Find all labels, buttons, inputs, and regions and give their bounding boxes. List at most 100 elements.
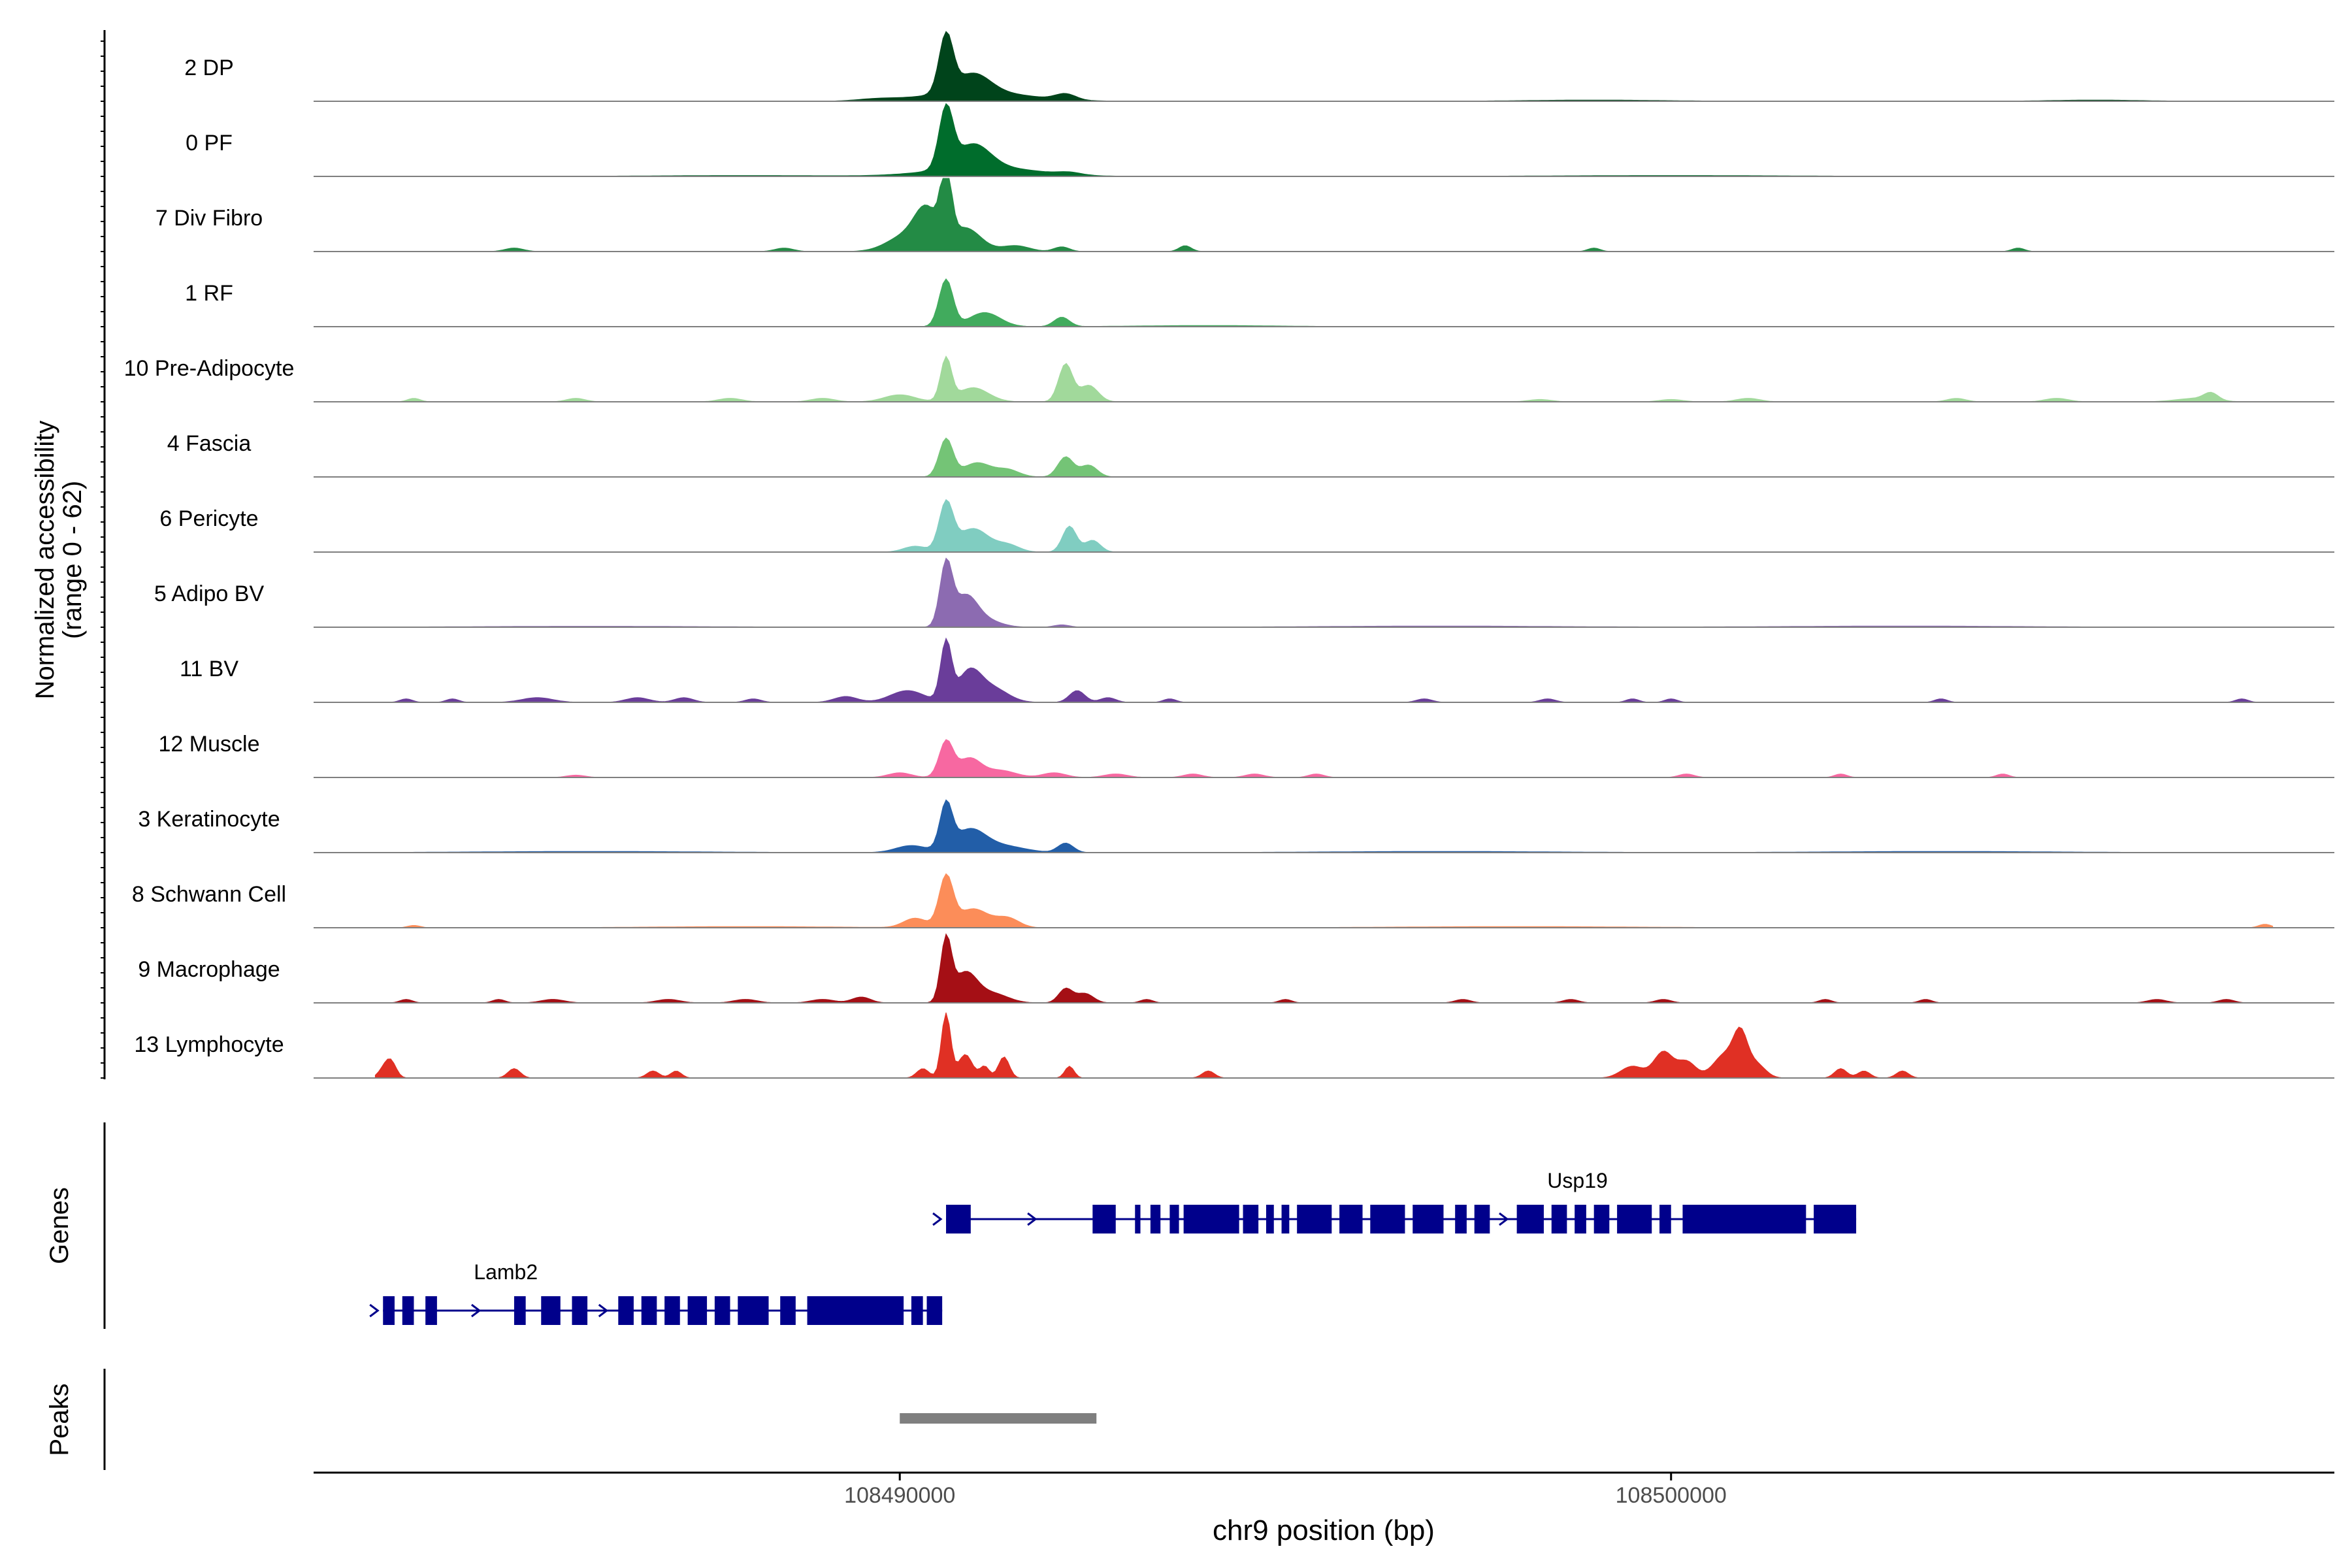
track-label: 11 BV [180, 657, 238, 681]
coverage-track: 6 Pericyte [159, 498, 2334, 553]
y-axis-label-line1: Normalized accessibility [31, 421, 59, 700]
gene-exon [1150, 1205, 1161, 1233]
coverage-track: 5 Adipo BV [154, 557, 2334, 628]
gene-exon [1243, 1205, 1259, 1233]
coverage-area [374, 557, 2273, 628]
track-label: 1 RF [185, 281, 233, 306]
y-axis-label-line2: (range 0 - 62) [58, 481, 87, 639]
coverage-area [375, 873, 2274, 928]
gene-exon [1135, 1205, 1141, 1233]
coverage-track: 2 DP [184, 31, 2334, 102]
strand-arrow [369, 1303, 380, 1318]
track-label: 8 Schwann Cell [132, 882, 286, 907]
gene-exon [1474, 1205, 1490, 1233]
gene-exon [383, 1296, 395, 1325]
gene-model: Usp19 [932, 1169, 1857, 1233]
gene-exon [1413, 1205, 1444, 1233]
gene-name-label: Lamb2 [474, 1260, 538, 1284]
gene-model: Lamb2 [369, 1260, 943, 1325]
coverage-track: 8 Schwann Cell [132, 873, 2334, 928]
gene-exon [1455, 1205, 1467, 1233]
gene-exon [641, 1296, 657, 1325]
x-tick-label: 108490000 [844, 1483, 955, 1508]
gene-exon [807, 1296, 904, 1325]
gene-exon [1297, 1205, 1332, 1233]
strand-arrow [1499, 1212, 1509, 1226]
coverage-track: 10 Pre-Adipocyte [124, 355, 2334, 402]
track-label: 10 Pre-Adipocyte [124, 356, 295, 381]
gene-exon [1659, 1205, 1671, 1233]
gene-exon [1370, 1205, 1405, 1233]
gene-exon [514, 1296, 526, 1325]
gene-exon [572, 1296, 588, 1325]
coverage-track: 13 Lymphocyte [134, 1012, 2334, 1079]
gene-exon [1266, 1205, 1274, 1233]
coverage-area [375, 498, 2273, 553]
gene-exon [911, 1296, 923, 1325]
coverage-area [375, 355, 2273, 402]
track-label: 13 Lymphocyte [134, 1032, 284, 1057]
coverage-area [375, 31, 2273, 102]
track-label: 4 Fascia [167, 431, 252, 456]
coverage-area [375, 637, 2273, 703]
gene-exon [738, 1296, 769, 1325]
coverage-track: 12 Muscle [159, 732, 2334, 778]
gene-exon [714, 1296, 730, 1325]
x-axis-label: chr9 position (bp) [1213, 1514, 1435, 1546]
gene-exon [780, 1296, 796, 1325]
gene-exon [1183, 1205, 1239, 1233]
x-tick-label: 108500000 [1616, 1483, 1727, 1508]
gene-exon [1617, 1205, 1652, 1233]
coverage-area [375, 103, 2273, 177]
gene-exon [425, 1296, 437, 1325]
strand-arrow [1027, 1212, 1037, 1226]
gene-exon [664, 1296, 680, 1325]
track-label: 3 Keratinocyte [138, 807, 280, 832]
coverage-area [375, 933, 2273, 1004]
gene-exon [1551, 1205, 1567, 1233]
coverage-area [375, 278, 2273, 327]
genes-label: Genes [45, 1187, 74, 1264]
coverage-track: 3 Keratinocyte [138, 799, 2334, 853]
track-label: 7 Div Fibro [155, 206, 263, 231]
peaks-label: Peaks [45, 1383, 74, 1456]
gene-exon [1814, 1205, 1857, 1233]
gene-exon [687, 1296, 708, 1325]
coverage-area [374, 799, 2273, 853]
coverage-track: 7 Div Fibro [155, 178, 2334, 252]
gene-exon [618, 1296, 634, 1325]
gene-exon [1092, 1205, 1116, 1233]
track-label: 0 PF [186, 131, 233, 155]
strand-arrow [471, 1303, 482, 1318]
coverage-area [375, 739, 2273, 778]
coverage-track: 0 PF [186, 103, 2334, 177]
coverage-tracks: 2 DP 0 PF 7 Div Fibro 1 RF 10 Pre-Adipocyte 4… [124, 31, 2334, 1079]
track-label: 5 Adipo BV [154, 581, 265, 606]
gene-name-label: Usp19 [1547, 1169, 1608, 1192]
gene-exon [541, 1296, 561, 1325]
gene-exon [1339, 1205, 1363, 1233]
strand-arrow [932, 1212, 943, 1226]
track-label: 12 Muscle [159, 732, 260, 757]
gene-exon [1593, 1205, 1610, 1233]
coverage-area [375, 178, 2273, 252]
gene-exon [1281, 1205, 1290, 1233]
track-label: 2 DP [184, 56, 234, 80]
track-label: 6 Pericyte [159, 506, 258, 531]
coverage-area [374, 1012, 2273, 1079]
gene-exon [946, 1205, 971, 1233]
strand-arrow [598, 1303, 609, 1318]
coverage-track: 9 Macrophage [138, 933, 2334, 1004]
track-label: 9 Macrophage [138, 957, 280, 982]
peak-region [900, 1413, 1097, 1424]
gene-exon [1169, 1205, 1179, 1233]
x-axis: 108490000 108500000 [314, 1471, 2334, 1508]
gene-exon [1516, 1205, 1544, 1233]
peaks-track [103, 1369, 1097, 1470]
gene-exon [1575, 1205, 1586, 1233]
genes-track: Usp19 Lamb2 [103, 1122, 1857, 1329]
coverage-area [375, 437, 2273, 478]
coverage-track: 1 RF [185, 278, 2334, 327]
gene-exon [1682, 1205, 1806, 1233]
